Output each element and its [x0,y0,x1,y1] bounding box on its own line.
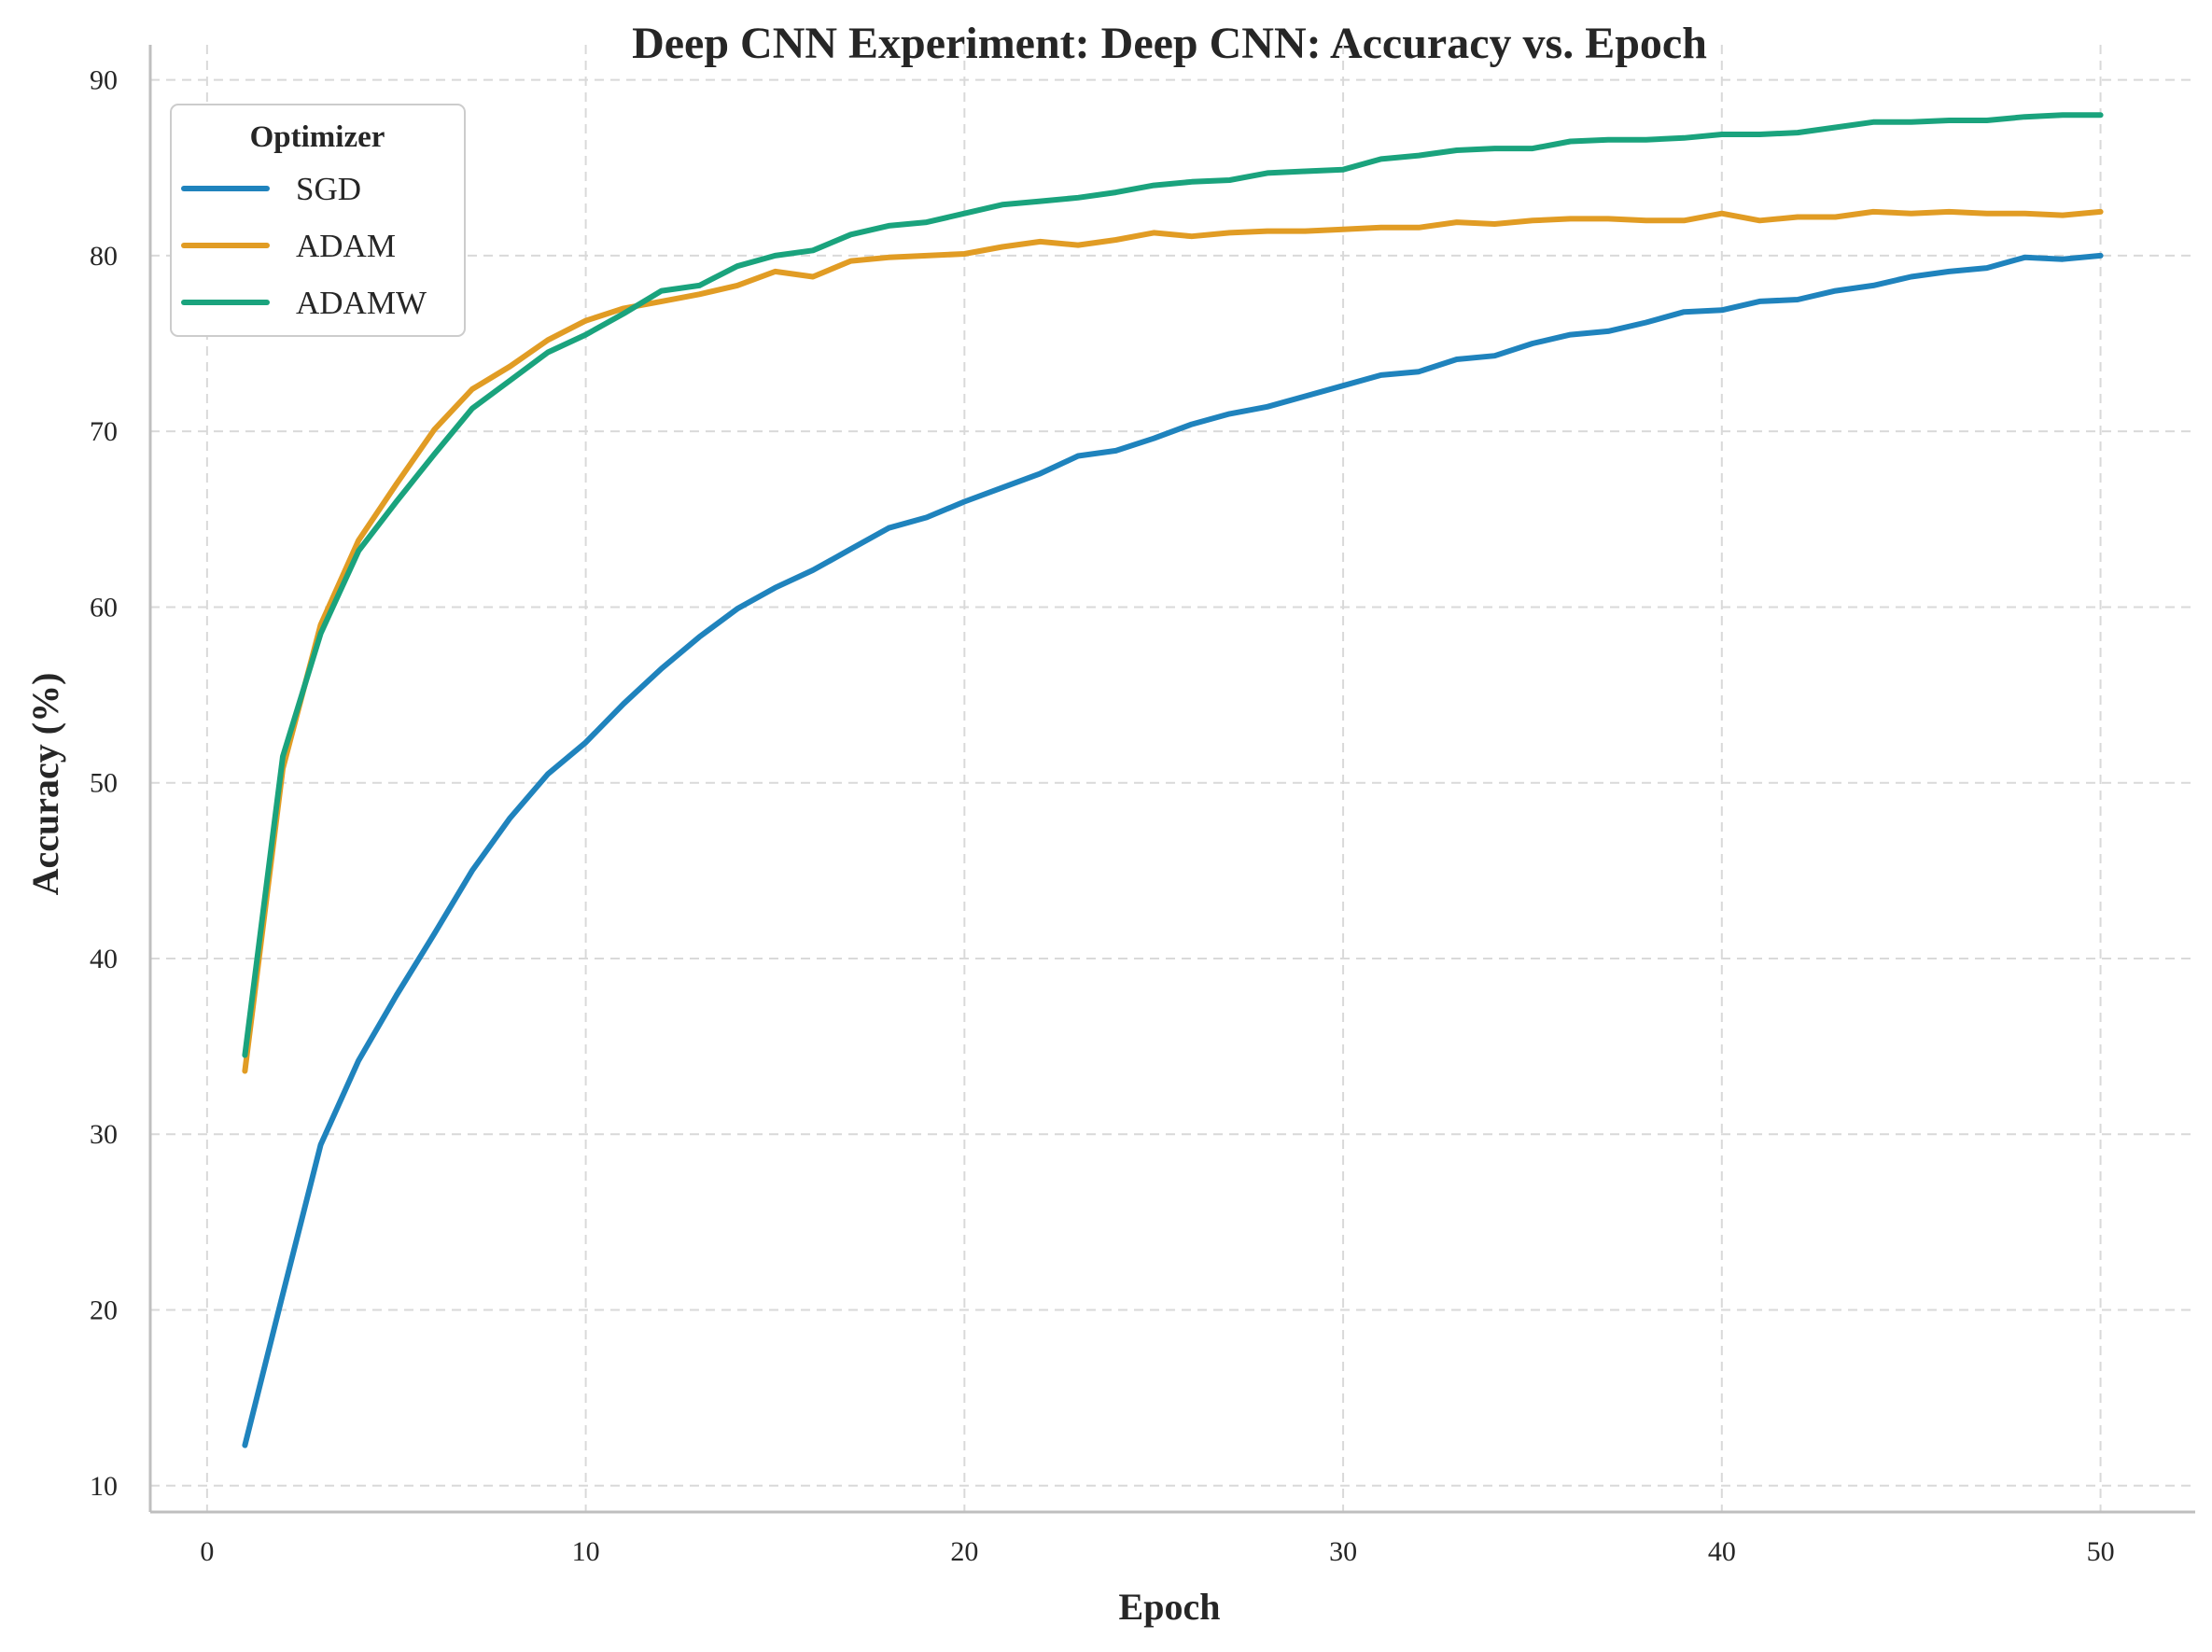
legend-label-adam: ADAM [296,228,396,264]
legend-title: Optimizer [250,120,385,154]
axes [148,45,2195,1514]
y-tick-label: 40 [90,944,118,974]
x-tick-label: 10 [572,1536,600,1567]
y-tick-label: 60 [90,592,118,623]
y-tick-label: 10 [90,1471,118,1502]
x-tick-label: 40 [1708,1536,1736,1567]
y-tick-label: 90 [90,65,118,96]
y-tick-label: 80 [90,241,118,272]
series-line-adamw [242,112,2104,1058]
legend-label-sgd: SGD [296,171,361,207]
x-tick-label: 50 [2087,1536,2115,1567]
y-axis-label: Accuracy (%) [24,673,66,896]
series-line-adam [242,208,2104,1074]
series-lines [242,112,2104,1449]
y-tick-label: 50 [90,768,118,799]
grid [150,45,2195,1512]
x-axis-label: Epoch [1119,1586,1221,1628]
chart-title: Deep CNN Experiment: Deep CNN: Accuracy … [632,19,1707,68]
legend: Optimizer SGD ADAM ADAMW [170,104,466,337]
legend-label-adamw: ADAMW [296,285,427,321]
x-tick-label: 20 [950,1536,978,1567]
series-line-sgd [242,252,2104,1449]
tick-labels: 0 10 20 30 40 50 10 20 30 40 50 60 70 80 90 [90,65,2115,1567]
x-tick-label: 30 [1329,1536,1357,1567]
x-tick-label: 0 [200,1536,214,1567]
y-tick-label: 70 [90,416,118,447]
legend-box [170,104,466,337]
y-tick-label: 20 [90,1295,118,1325]
y-tick-label: 30 [90,1119,118,1150]
